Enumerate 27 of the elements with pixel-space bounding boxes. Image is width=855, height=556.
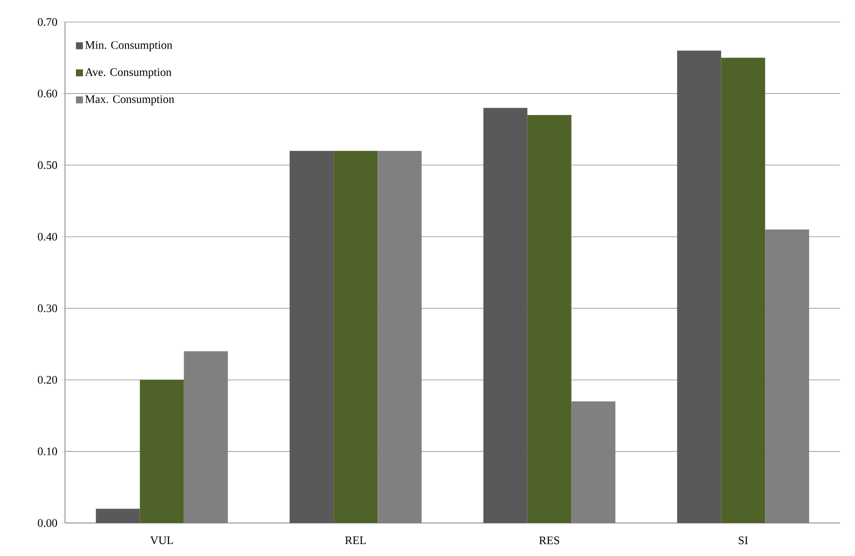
y-tick-label: 0.70 — [38, 18, 58, 26]
x-tick-label: VUL — [150, 536, 173, 544]
bar — [290, 150, 334, 523]
bar — [721, 58, 766, 523]
bar — [140, 380, 184, 523]
bar — [378, 150, 422, 523]
y-tick-label: 0.30 — [38, 304, 58, 312]
bar — [527, 115, 572, 523]
y-tick-label: 0.10 — [38, 448, 58, 456]
x-tick-label: SI — [738, 536, 748, 544]
y-tick-label: 0.00 — [38, 519, 58, 527]
bar — [765, 230, 810, 523]
bar — [571, 401, 616, 523]
legend-label: Ave. Consumption — [85, 68, 172, 78]
bar — [96, 508, 140, 523]
bar — [677, 50, 722, 523]
y-tick-label: 0.50 — [38, 161, 58, 170]
y-tick-label: 0.20 — [38, 376, 58, 384]
x-tick-label: REL — [345, 536, 366, 544]
y-tick-label: 0.40 — [38, 232, 58, 241]
legend-label: Min. Consumption — [85, 41, 172, 52]
legend-label: Max. Consumption — [85, 95, 174, 106]
bar — [184, 351, 228, 523]
bar — [334, 150, 378, 523]
y-tick-label: 0.60 — [38, 90, 58, 98]
x-tick-label: RES — [539, 536, 560, 544]
bar — [483, 108, 528, 523]
